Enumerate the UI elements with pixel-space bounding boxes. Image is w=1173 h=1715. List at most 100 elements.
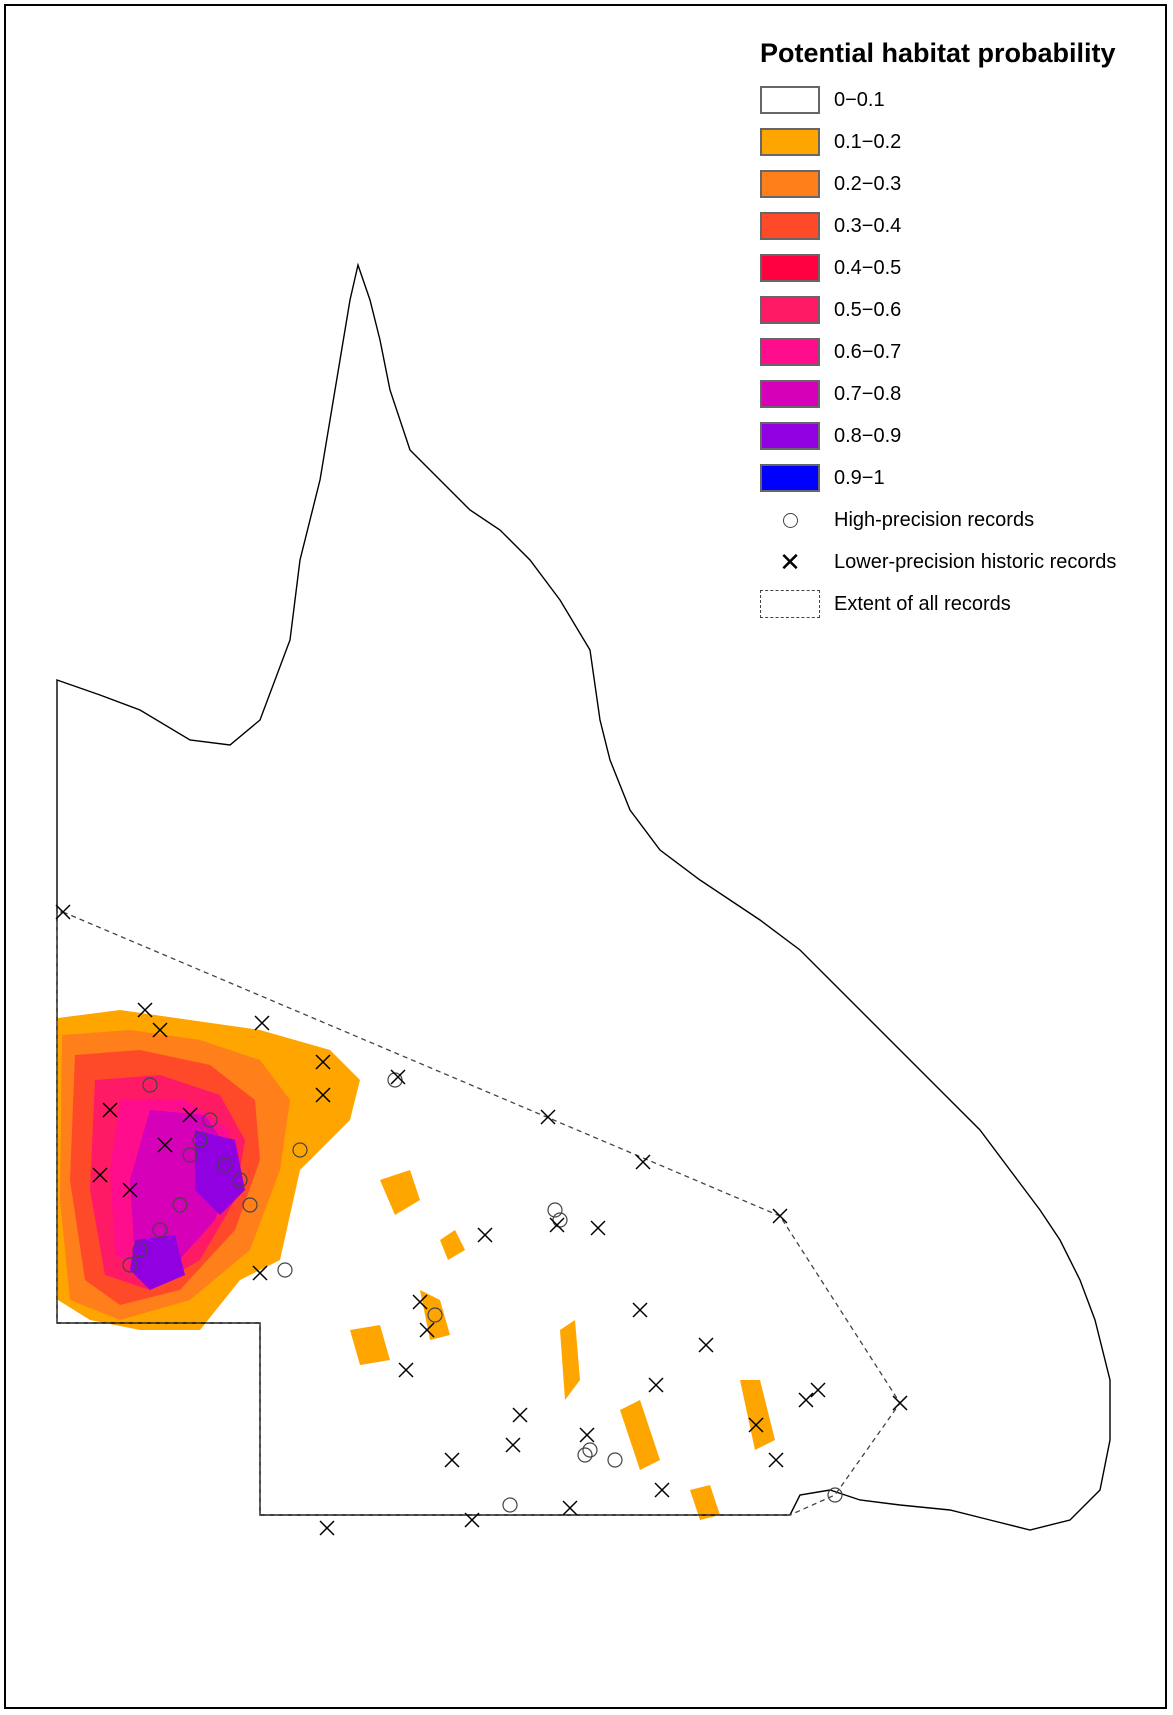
- record-cross: [315, 1087, 331, 1103]
- record-cross: [122, 1182, 138, 1198]
- legend-swatch: [760, 128, 820, 156]
- record-circle: [132, 1242, 148, 1258]
- record-cross: [92, 1167, 108, 1183]
- record-circle: [577, 1447, 593, 1463]
- legend-class-label: 0.8−0.9: [834, 424, 902, 447]
- record-circle: [827, 1487, 843, 1503]
- record-cross: [562, 1500, 578, 1516]
- record-circle: [172, 1197, 188, 1213]
- record-cross: [635, 1154, 651, 1170]
- high-precision-records: [122, 1072, 843, 1513]
- record-cross: [590, 1220, 606, 1236]
- legend-class-row: 0.9−1: [760, 457, 1160, 499]
- state-outline: [56, 262, 1111, 1531]
- record-cross: [698, 1337, 714, 1353]
- cross-icon: ✕: [779, 547, 801, 577]
- record-cross: [512, 1407, 528, 1423]
- record-cross: [412, 1294, 428, 1310]
- record-cross: [654, 1482, 670, 1498]
- record-cross: [182, 1107, 198, 1123]
- record-circle: [427, 1307, 443, 1323]
- legend-class-label: 0.4−0.5: [834, 256, 902, 279]
- legend-swatch: [760, 212, 820, 240]
- record-cross: [477, 1227, 493, 1243]
- record-circle: [242, 1197, 258, 1213]
- record-cross: [102, 1102, 118, 1118]
- legend-class-label: 0.7−0.8: [834, 382, 902, 405]
- record-cross: [419, 1322, 435, 1338]
- record-cross: [632, 1302, 648, 1318]
- record-cross: [390, 1069, 406, 1085]
- record-cross: [464, 1512, 480, 1528]
- record-cross: [157, 1137, 173, 1153]
- legend-class-label: 0.6−0.7: [834, 340, 902, 363]
- record-cross: [315, 1054, 331, 1070]
- record-cross: [772, 1208, 788, 1224]
- record-cross: [252, 1265, 268, 1281]
- legend-extent-label: Extent of all records: [834, 592, 1011, 615]
- legend-swatch: [760, 464, 820, 492]
- record-cross: [152, 1022, 168, 1038]
- legend-swatch: [760, 170, 820, 198]
- legend-class-row: 0.2−0.3: [760, 163, 1160, 205]
- legend-class-label: 0−0.1: [834, 88, 885, 111]
- legend-class-row: 0.3−0.4: [760, 205, 1160, 247]
- legend-class-row: 0.5−0.6: [760, 289, 1160, 331]
- record-cross: [648, 1377, 664, 1393]
- record-circle: [122, 1257, 138, 1273]
- lower-precision-records: [55, 904, 908, 1536]
- record-circle: [547, 1202, 563, 1218]
- legend-class-label: 0.9−1: [834, 466, 885, 489]
- record-circle: [192, 1132, 208, 1148]
- record-cross: [444, 1452, 460, 1468]
- legend-high-precision-label: High-precision records: [834, 508, 1035, 531]
- legend-swatch: [760, 380, 820, 408]
- circle-icon: [760, 506, 820, 534]
- legend-swatch: [760, 422, 820, 450]
- legend-class-row: 0.1−0.2: [760, 121, 1160, 163]
- legend-class-label: 0.1−0.2: [834, 130, 902, 153]
- record-cross: [798, 1392, 814, 1408]
- legend-class-row: 0.7−0.8: [760, 373, 1160, 415]
- record-circle: [292, 1142, 308, 1158]
- legend-class-label: 0.3−0.4: [834, 214, 902, 237]
- record-circle: [582, 1442, 598, 1458]
- record-cross: [540, 1109, 556, 1125]
- legend-swatch: [760, 338, 820, 366]
- habitat-class-0.8-0.9: [130, 1130, 245, 1290]
- legend-extent: Extent of all records: [760, 583, 1160, 625]
- legend-high-precision: High-precision records: [760, 499, 1160, 541]
- legend-lower-precision-label: Lower-precision historic records: [834, 550, 1117, 573]
- record-circle: [142, 1077, 158, 1093]
- record-circle: [202, 1112, 218, 1128]
- record-cross: [810, 1382, 826, 1398]
- record-cross: [505, 1437, 521, 1453]
- record-circle: [607, 1452, 623, 1468]
- record-circle: [217, 1157, 233, 1173]
- record-cross: [579, 1427, 595, 1443]
- map-frame: [4, 4, 1167, 1709]
- record-cross: [55, 904, 71, 920]
- legend-class-label: 0.5−0.6: [834, 298, 902, 321]
- legend-class-row: 0−0.1: [760, 79, 1160, 121]
- legend-classes: 0−0.1 0.1−0.2 0.2−0.3 0.3−0.4 0.4−0.5 0.5−0.6…: [760, 79, 1160, 499]
- record-cross: [549, 1217, 565, 1233]
- legend-lower-precision: ✕ Lower-precision historic records: [760, 541, 1160, 583]
- record-cross: [892, 1395, 908, 1411]
- record-cross: [398, 1362, 414, 1378]
- legend-class-row: 0.6−0.7: [760, 331, 1160, 373]
- habitat-class-0.1-0.2-south: [560, 1320, 775, 1520]
- record-circle: [182, 1147, 198, 1163]
- legend-swatch: [760, 86, 820, 114]
- record-circle: [502, 1497, 518, 1513]
- legend-title: Potential habitat probability: [760, 38, 1116, 68]
- legend-class-row: 0.4−0.5: [760, 247, 1160, 289]
- dashed-box-icon: [760, 590, 820, 618]
- record-cross: [254, 1015, 270, 1031]
- record-cross: [768, 1452, 784, 1468]
- record-circle: [152, 1222, 168, 1238]
- record-cross: [137, 1002, 153, 1018]
- record-cross: [319, 1520, 335, 1536]
- legend-swatch: [760, 296, 820, 324]
